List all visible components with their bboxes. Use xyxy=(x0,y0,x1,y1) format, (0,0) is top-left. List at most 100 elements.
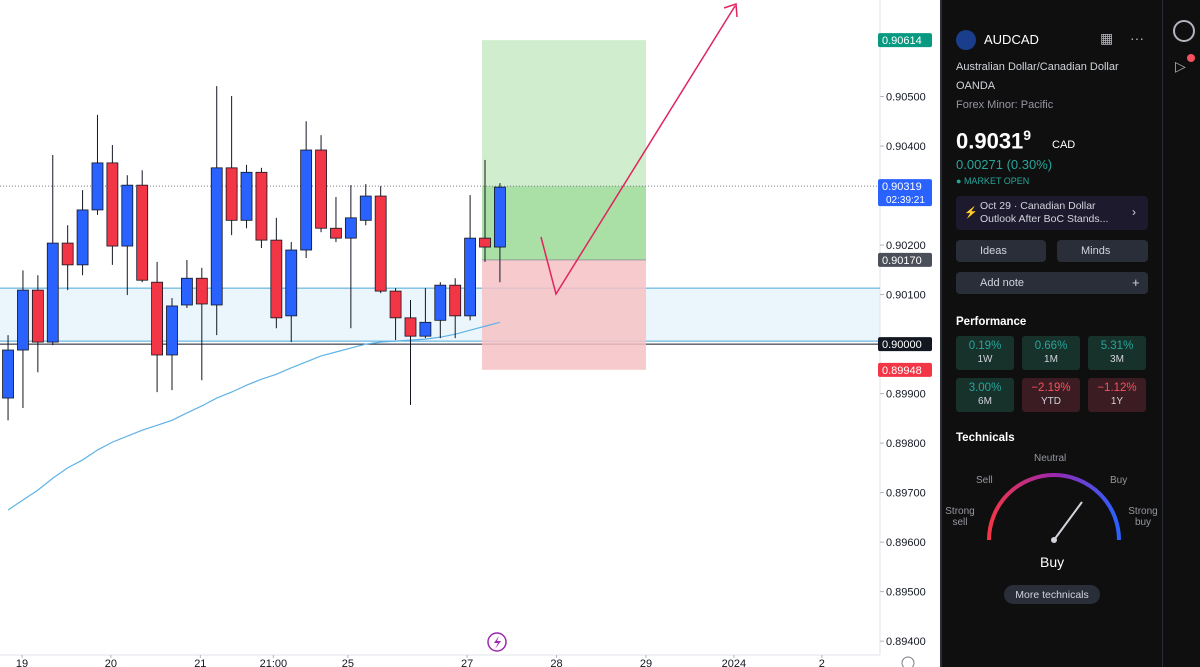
symbol[interactable]: AUDCAD xyxy=(984,32,1039,47)
candle-body xyxy=(449,284,462,317)
play-icon[interactable]: ▷ xyxy=(1175,58,1186,74)
candle-body xyxy=(2,349,14,399)
y-tick-label: 0.89900 xyxy=(886,389,926,401)
stop-zone xyxy=(482,259,646,370)
strong-buy: Strong buy xyxy=(1128,506,1158,528)
news-card[interactable]: ⚡ Oct 29 · Canadian Dollar Outlook After… xyxy=(956,196,1148,230)
price-badge xyxy=(878,179,932,207)
performance-title: Performance xyxy=(956,316,1027,328)
candle-body xyxy=(195,277,208,305)
x-tick-label: 28 xyxy=(550,658,562,667)
more-icon[interactable]: ··· xyxy=(1130,30,1144,46)
candle-body xyxy=(46,242,59,343)
price-badge-label: 0.90170 xyxy=(882,255,922,267)
candle-body xyxy=(31,289,44,343)
moving-average xyxy=(7,321,501,511)
candle-body xyxy=(479,237,491,248)
x-tick-label: 21:00 xyxy=(260,658,288,667)
symbol-name[interactable]: Australian Dollar/Canadian Dollar xyxy=(956,61,1119,73)
candle-body xyxy=(151,281,164,356)
candle-body xyxy=(285,249,298,317)
y-tick-label: 0.89500 xyxy=(886,587,926,599)
x-tick-label: 21 xyxy=(194,658,206,667)
price-badge xyxy=(878,362,932,377)
price: 0.90319 xyxy=(956,127,1031,154)
x-tick-label: 29 xyxy=(640,658,652,667)
y-tick-label: 0.90100 xyxy=(886,290,926,302)
profit-zone xyxy=(482,186,646,260)
sell: Sell xyxy=(976,475,993,486)
news-icon: ⚡ xyxy=(964,207,978,219)
candle-body xyxy=(61,242,74,266)
candle-body xyxy=(17,289,29,351)
sidebar: AUDCAD ▦ ··· Australian Dollar/Canadian … xyxy=(940,0,1162,667)
settings-icon[interactable] xyxy=(901,656,915,667)
candle-body xyxy=(374,195,387,292)
performance-value: 0.19% xyxy=(968,340,1002,352)
layout-icon[interactable]: ▦ xyxy=(1100,30,1114,46)
candle-body xyxy=(210,167,223,306)
alert-dot xyxy=(1187,54,1195,62)
candle-body xyxy=(106,162,119,247)
price-badge xyxy=(878,337,932,352)
idea-icon[interactable] xyxy=(1173,20,1195,42)
group: Forex Minor: Pacific xyxy=(956,99,1054,111)
news-text: Oct 29 · Canadian Dollar Outlook After B… xyxy=(980,200,1109,225)
y-tick-label: 0.90200 xyxy=(886,240,926,252)
candle-body xyxy=(255,171,268,241)
performance-cell: 5.31% 3M xyxy=(1088,336,1146,370)
add-note-label: Add note xyxy=(980,277,1025,289)
performance-cell: 3.00% 6M xyxy=(956,378,1014,412)
x-tick-label: 19 xyxy=(16,658,28,667)
price-badge-label: 0.90319 xyxy=(882,181,922,193)
ideas-button[interactable]: Ideas xyxy=(956,240,1046,262)
performance-period: 1W xyxy=(977,354,993,365)
chart: 0.89400 0.89500 0.89600 0.89700 0.89800 0.899… xyxy=(0,0,932,667)
gauge-needle xyxy=(1053,501,1083,541)
candle-body xyxy=(240,171,253,221)
buy: Buy xyxy=(1110,475,1128,486)
candle-body xyxy=(315,149,327,229)
price-badge-label: 0.90000 xyxy=(882,339,922,351)
flag xyxy=(956,30,976,50)
x-tick-label: 27 xyxy=(461,658,473,667)
change: 0.00271 (0.30%) xyxy=(956,157,1053,172)
x-tick-label: 2024 xyxy=(722,658,746,667)
neutral: Neutral xyxy=(1034,453,1067,464)
performance-value: 3.00% xyxy=(968,382,1002,394)
x-tick-label: 25 xyxy=(342,658,354,667)
performance-period: 6M xyxy=(978,396,992,407)
right-toolbar: ▷ xyxy=(1162,0,1200,667)
candle-body xyxy=(225,167,238,221)
y-tick-label: 0.90400 xyxy=(886,141,926,153)
performance-value: 0.66% xyxy=(1034,340,1068,352)
gauge-arc xyxy=(987,473,1121,541)
candle-body xyxy=(419,321,432,337)
technicals-title: Technicals xyxy=(956,432,1015,444)
performance-value: −1.12% xyxy=(1097,382,1137,394)
events-icon[interactable] xyxy=(487,632,507,652)
candle-body xyxy=(359,195,372,221)
performance-cell: 0.19% 1W xyxy=(956,336,1014,370)
candle-body xyxy=(181,277,193,306)
performance-cell: 0.66% 1M xyxy=(1022,336,1080,370)
price-main: 0.9031 xyxy=(956,128,1024,154)
x-tick-label: 20 xyxy=(105,658,117,667)
minds-button[interactable]: Minds xyxy=(1057,240,1148,262)
technicals-result: Buy xyxy=(1040,554,1065,570)
x-tick-label: 2 xyxy=(819,658,825,667)
candle-body xyxy=(121,184,134,247)
candle-body xyxy=(76,209,89,266)
y-tick-label: 0.89600 xyxy=(886,537,926,549)
price-badge xyxy=(878,33,932,48)
candle-body xyxy=(136,184,149,281)
events-bolt xyxy=(494,636,501,649)
y-tick-label: 0.89400 xyxy=(886,636,926,648)
status-text: MARKET OPEN xyxy=(963,176,1030,186)
candle-body xyxy=(166,305,178,356)
add-note-button[interactable]: Add note + xyxy=(956,272,1148,294)
y-tick-label: 0.89800 xyxy=(886,438,926,450)
candle-body xyxy=(494,186,506,248)
candle-body xyxy=(300,149,313,251)
more-technicals[interactable]: More technicals xyxy=(1004,585,1100,604)
